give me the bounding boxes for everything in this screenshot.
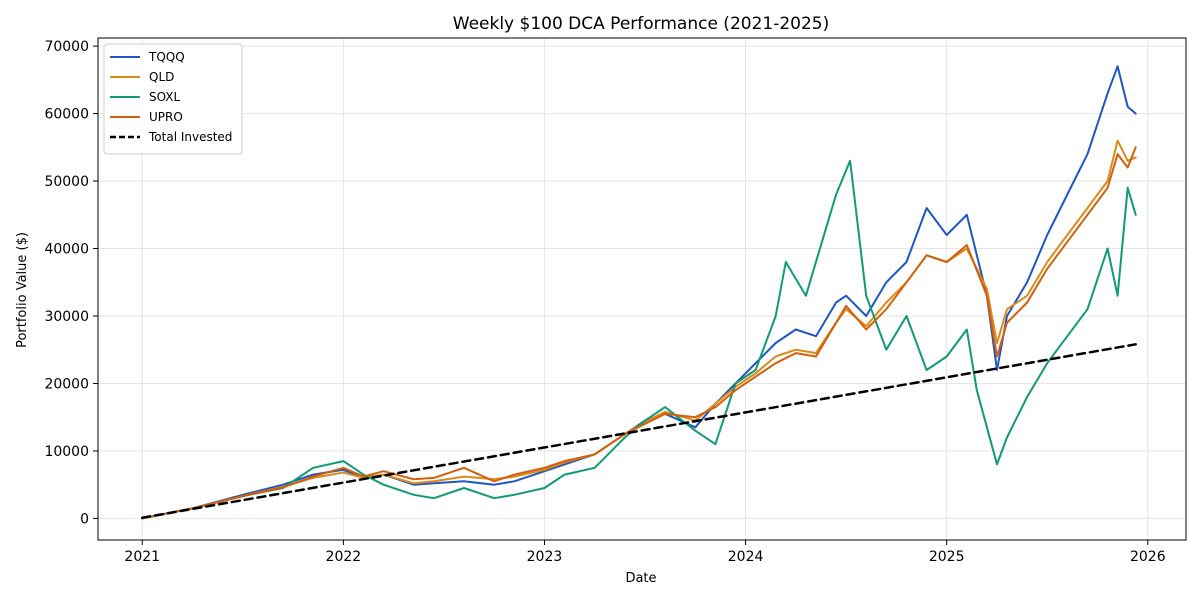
- chart-title: Weekly $100 DCA Performance (2021-2025): [453, 14, 829, 34]
- x-tick-label: 2024: [728, 549, 764, 565]
- series-line-upro: [141, 146, 1137, 520]
- legend-label: SOXL: [149, 90, 181, 104]
- x-tick-label: 2025: [929, 549, 965, 565]
- legend-label: UPRO: [149, 110, 183, 124]
- series-line-soxl: [141, 159, 1137, 520]
- y-tick-label: 10000: [44, 444, 89, 460]
- legend-label: Total Invested: [148, 130, 232, 144]
- series-layer: [140, 65, 1137, 520]
- y-axis-label: Portfolio Value ($): [15, 232, 30, 348]
- y-tick-label: 50000: [44, 174, 89, 190]
- legend-label: TQQQ: [148, 50, 185, 64]
- y-tick-label: 20000: [44, 376, 89, 392]
- y-tick-label: 30000: [44, 309, 89, 325]
- x-tick-label: 2026: [1130, 549, 1166, 565]
- y-tick-label: 70000: [44, 39, 89, 55]
- series-line-total-invested: [140, 343, 1137, 519]
- x-axis-label: Date: [625, 571, 656, 586]
- legend-box: [103, 43, 243, 155]
- plot-frame: [97, 37, 1187, 541]
- x-tick-label: 2022: [326, 549, 362, 565]
- y-tick-label: 40000: [44, 242, 89, 258]
- legend-label: QLD: [149, 70, 174, 84]
- legend: TQQQ QLD SOXL UPRO Total Invested: [103, 43, 243, 155]
- x-tick-label: 2023: [527, 549, 563, 565]
- series-line-qld: [141, 139, 1137, 520]
- axis-layer: 2021 2022 2023 2024 2025 2026 0 10000 20000 30000…: [44, 37, 1187, 565]
- y-tick-label: 0: [80, 511, 89, 527]
- y-tick-label: 60000: [44, 107, 89, 123]
- x-tick-label: 2021: [124, 549, 160, 565]
